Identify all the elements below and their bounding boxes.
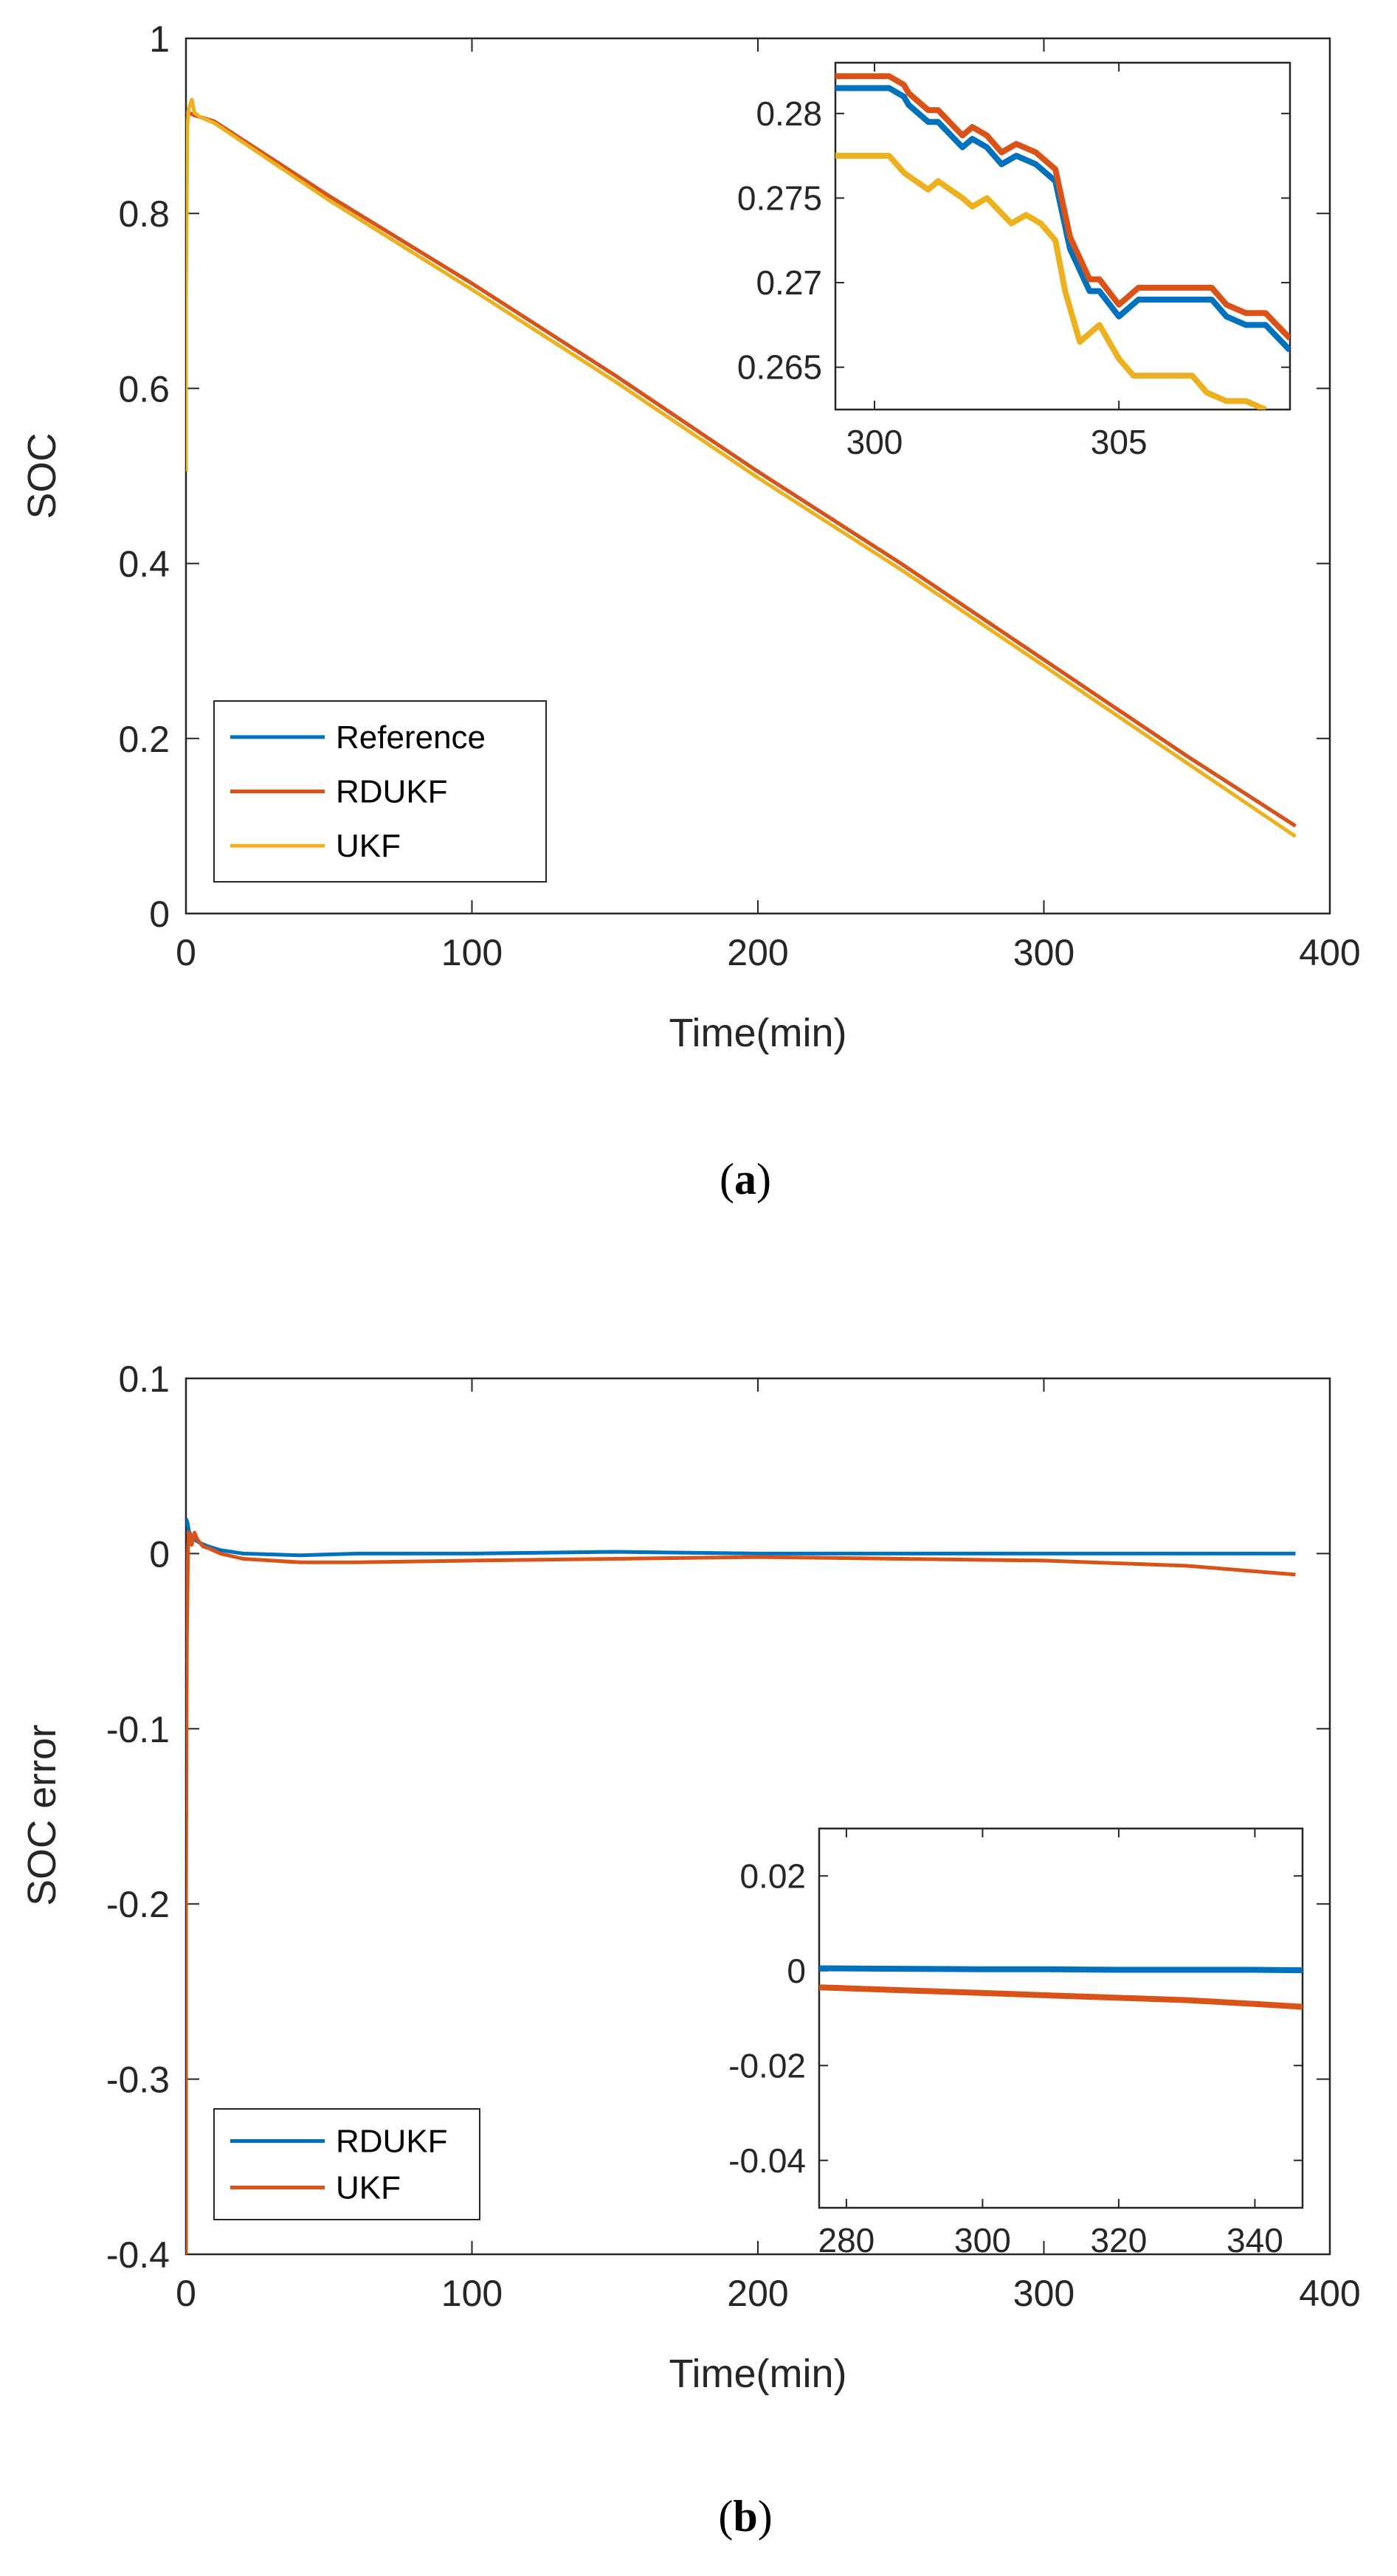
inset-y-tick-label: 0.275	[737, 179, 822, 217]
inset-y-tick-label: -0.04	[728, 2141, 806, 2180]
inset-y-tick-label: -0.02	[728, 2046, 806, 2085]
legend: RDUKF UKF	[213, 2108, 480, 2220]
inset-x-tick-label: 340	[1227, 2221, 1283, 2259]
legend-box	[213, 2108, 480, 2220]
inset-y-tick-label: 0.28	[756, 94, 822, 133]
inset-axes: 300 305 0.265 0.27 0.275 0.28	[737, 61, 1291, 461]
x-tick-label: 300	[1013, 2273, 1075, 2314]
chart-panel-a: 0 100 200 300 400 0 0.2 0.4 0.6 0.8 1 Time(min) SOC R…	[20, 18, 1361, 1204]
legend-label: Reference	[336, 719, 486, 756]
inset-box	[834, 61, 1291, 411]
x-tick-label: 0	[176, 2273, 196, 2314]
inset-series-line-rdukf	[835, 73, 1290, 341]
y-tick-label: 0.4	[118, 544, 170, 585]
inset-x-tick-label: 300	[954, 2221, 1011, 2259]
inset-y-tick-label: 0	[787, 1952, 806, 1990]
y-tick-label: -0.4	[106, 2234, 170, 2276]
inset-series-line-ukf	[819, 1984, 1303, 2010]
legend-label: RDUKF	[336, 774, 448, 810]
x-tick-label: 0	[176, 932, 196, 973]
y-tick-label: -0.2	[106, 1884, 170, 1925]
caption-open-paren: (	[720, 1155, 734, 1204]
panel-caption: (b)	[718, 2492, 772, 2541]
y-tick-label: -0.3	[106, 2059, 170, 2101]
x-tick-label: 100	[441, 2273, 503, 2314]
legend-label: UKF	[336, 2170, 401, 2206]
panel-caption: (a)	[720, 1155, 771, 1204]
series-line-rdukf	[186, 111, 1297, 828]
x-tick-label: 100	[441, 932, 503, 973]
caption-open-paren: (	[718, 2492, 733, 2541]
inset-series-line-reference	[835, 85, 1290, 353]
y-tick-label: 0	[149, 1533, 170, 1575]
inset-x-tick-label: 320	[1091, 2221, 1148, 2259]
x-tick-label: 200	[727, 932, 788, 973]
legend: Reference RDUKF UKF	[213, 700, 547, 883]
inset-series-line-rdukf	[819, 1965, 1303, 1974]
series-line-ukf	[186, 1530, 1296, 2254]
inset-x-tick-label: 305	[1091, 423, 1148, 461]
inset-y-tick-label: 0.265	[737, 348, 822, 387]
inset-box	[818, 1827, 1304, 2209]
caption-close-paren: )	[756, 1155, 771, 1204]
caption-letter: a	[734, 1155, 756, 1204]
caption-letter: b	[733, 2492, 757, 2541]
y-tick-label: 0.1	[118, 1358, 170, 1400]
x-tick-label: 400	[1299, 932, 1360, 973]
y-tick-label: 1	[149, 18, 170, 60]
y-tick-label: 0.8	[118, 193, 170, 235]
y-tick-label: 0.2	[118, 719, 170, 760]
y-tick-label: 0.6	[118, 368, 170, 410]
x-axis-label: Time(min)	[669, 1011, 847, 1055]
inset-x-tick-label: 300	[846, 423, 903, 461]
y-tick-label: -0.1	[106, 1709, 170, 1750]
inset-x-tick-label: 280	[818, 2221, 875, 2259]
caption-close-paren: )	[758, 2492, 773, 2541]
inset-y-tick-label: 0.02	[739, 1857, 806, 1895]
x-tick-label: 300	[1013, 932, 1075, 973]
inset-series-line-ukf	[835, 153, 1267, 410]
x-axis-label: Time(min)	[669, 2352, 847, 2396]
legend-label: UKF	[336, 828, 401, 864]
inset-y-tick-label: 0.27	[756, 263, 822, 302]
y-tick-label: 0	[149, 894, 170, 935]
x-tick-label: 200	[727, 2273, 788, 2314]
chart-panel-b: 0 100 200 300 400 -0.4 -0.3 -0.2 -0.1 0 0.1 Time(mi…	[20, 1358, 1361, 2541]
y-axis-label: SOC	[20, 432, 64, 519]
x-tick-label: 400	[1299, 2273, 1360, 2314]
inset-axes: 280 300 320 340 -0.04 -0.02 0 0.02	[728, 1827, 1304, 2259]
y-axis-label: SOC error	[20, 1724, 64, 1906]
series-line-ukf	[186, 97, 1297, 838]
legend-label: RDUKF	[336, 2124, 448, 2160]
